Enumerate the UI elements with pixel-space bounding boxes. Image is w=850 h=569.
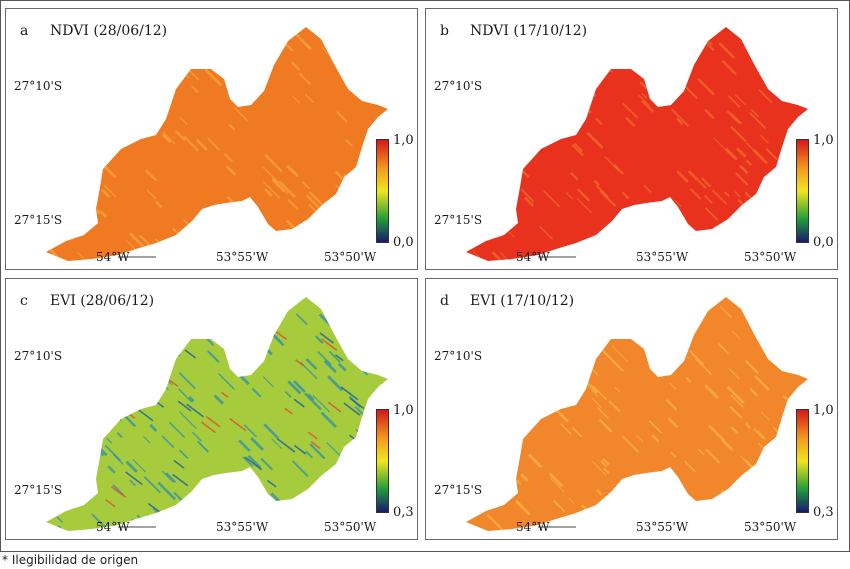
panel-letter: b: [440, 23, 449, 39]
panel-title: EVI (28/06/12): [50, 293, 155, 309]
study-area-map: [46, 297, 388, 531]
region-fill: [46, 297, 388, 531]
panel-ndvi-june: a NDVI (28/06/12) 27°10'S 27°15'S 54°W 53°55'…: [5, 8, 418, 270]
panel-title: NDVI (17/10/12): [470, 23, 588, 39]
latitude-label: 27°15'S: [14, 483, 63, 497]
panel-title: NDVI (28/06/12): [50, 23, 168, 39]
longitude-label: 53°50'W: [324, 250, 377, 264]
study-area-map: [46, 27, 388, 261]
latitude-label: 27°15'S: [14, 213, 63, 227]
longitude-label: 53°55'W: [636, 250, 689, 264]
latitude-label: 27°10'S: [434, 79, 483, 93]
panel-letter: d: [440, 293, 449, 309]
longitude-label: 53°50'W: [744, 250, 797, 264]
longitude-label: 53°55'W: [216, 520, 269, 534]
panel-title: EVI (17/10/12): [470, 293, 575, 309]
colorbar-min-label: 0,3: [813, 505, 834, 520]
latitude-label: 27°15'S: [434, 213, 483, 227]
colorbar-max-label: 1,0: [393, 403, 414, 418]
study-area-map: [466, 297, 808, 531]
colorbar-min-label: 0,0: [393, 235, 414, 250]
latitude-label: 27°10'S: [14, 349, 63, 363]
longitude-label: 53°50'W: [324, 520, 377, 534]
latitude-label: 27°15'S: [434, 483, 483, 497]
study-area-map: [466, 27, 808, 261]
panel-letter: a: [20, 23, 29, 39]
colorbar-max-label: 1,0: [813, 133, 834, 148]
latitude-label: 27°10'S: [434, 349, 483, 363]
longitude-label: 53°55'W: [636, 520, 689, 534]
colorbar-min-label: 0,3: [393, 505, 414, 520]
colorbar-min-label: 0,0: [813, 235, 834, 250]
panel-evi-june: c EVI (28/06/12) 27°10'S 27°15'S 54°W 53°55'W…: [5, 278, 418, 540]
colorbar: [376, 139, 389, 243]
colorbar: [796, 409, 809, 513]
latitude-label: 27°10'S: [14, 79, 63, 93]
longitude-label: 54°W: [96, 250, 130, 264]
colorbar: [376, 409, 389, 513]
region-fill: [46, 27, 388, 261]
colorbar-max-label: 1,0: [393, 133, 414, 148]
colorbar-max-label: 1,0: [813, 403, 834, 418]
caption: * Ilegibilidad de origen: [2, 553, 139, 567]
region-fill: [466, 27, 808, 261]
longitude-label: 54°W: [516, 520, 550, 534]
longitude-label: 54°W: [96, 520, 130, 534]
region-fill: [466, 297, 808, 531]
longitude-label: 53°50'W: [744, 520, 797, 534]
longitude-label: 53°55'W: [216, 250, 269, 264]
panel-ndvi-october: b NDVI (17/10/12) 27°10'S 27°15'S 54°W 53°55'…: [425, 8, 838, 270]
panel-letter: c: [20, 293, 28, 309]
colorbar: [796, 139, 809, 243]
panel-evi-october: d EVI (17/10/12) 27°10'S 27°15'S 54°W 53°55'W…: [425, 278, 838, 540]
longitude-label: 54°W: [516, 250, 550, 264]
